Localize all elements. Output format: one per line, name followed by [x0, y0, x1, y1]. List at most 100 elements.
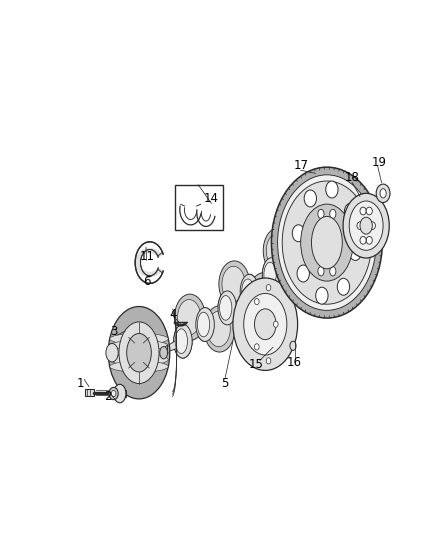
- Ellipse shape: [301, 204, 353, 281]
- Ellipse shape: [266, 233, 290, 269]
- Ellipse shape: [266, 285, 271, 290]
- Ellipse shape: [286, 246, 298, 270]
- Ellipse shape: [219, 294, 233, 322]
- Text: 17: 17: [293, 159, 308, 172]
- Ellipse shape: [108, 306, 170, 399]
- Ellipse shape: [304, 190, 317, 207]
- Ellipse shape: [219, 261, 250, 307]
- Ellipse shape: [233, 278, 298, 370]
- Ellipse shape: [251, 278, 275, 313]
- Ellipse shape: [160, 346, 167, 359]
- Bar: [85, 389, 94, 396]
- Ellipse shape: [285, 244, 299, 272]
- Ellipse shape: [360, 207, 366, 215]
- Ellipse shape: [218, 291, 237, 325]
- Ellipse shape: [290, 341, 296, 350]
- Ellipse shape: [330, 266, 336, 276]
- Ellipse shape: [316, 287, 328, 304]
- Ellipse shape: [242, 279, 254, 304]
- Text: 15: 15: [249, 358, 264, 371]
- Ellipse shape: [111, 391, 116, 397]
- Ellipse shape: [110, 333, 168, 344]
- Ellipse shape: [326, 181, 338, 198]
- Ellipse shape: [360, 237, 366, 244]
- Ellipse shape: [360, 217, 372, 234]
- Ellipse shape: [297, 265, 309, 282]
- Text: 18: 18: [345, 172, 360, 184]
- Text: 19: 19: [372, 156, 387, 169]
- Ellipse shape: [254, 298, 259, 305]
- Text: 5: 5: [222, 377, 229, 390]
- Ellipse shape: [240, 274, 259, 308]
- Ellipse shape: [273, 321, 278, 327]
- Ellipse shape: [173, 324, 192, 358]
- Ellipse shape: [369, 222, 375, 230]
- Ellipse shape: [222, 266, 245, 302]
- Ellipse shape: [278, 175, 376, 310]
- Ellipse shape: [285, 241, 303, 275]
- Ellipse shape: [106, 343, 118, 362]
- Ellipse shape: [336, 238, 342, 247]
- Ellipse shape: [344, 203, 357, 220]
- Ellipse shape: [218, 291, 237, 325]
- Ellipse shape: [297, 232, 315, 265]
- Ellipse shape: [174, 327, 188, 355]
- Ellipse shape: [376, 184, 390, 203]
- Polygon shape: [167, 337, 185, 352]
- Ellipse shape: [174, 294, 205, 341]
- Text: 11: 11: [139, 250, 154, 263]
- Ellipse shape: [366, 207, 372, 215]
- Ellipse shape: [240, 274, 259, 308]
- Ellipse shape: [263, 261, 277, 288]
- Ellipse shape: [312, 238, 318, 247]
- Ellipse shape: [110, 347, 168, 358]
- Text: 14: 14: [204, 192, 219, 205]
- Ellipse shape: [330, 209, 336, 219]
- Text: 6: 6: [143, 274, 151, 288]
- Polygon shape: [164, 345, 167, 357]
- Ellipse shape: [337, 278, 350, 295]
- Ellipse shape: [285, 241, 303, 275]
- Ellipse shape: [343, 193, 389, 258]
- Ellipse shape: [109, 387, 118, 400]
- Text: 16: 16: [287, 356, 302, 369]
- Ellipse shape: [197, 311, 211, 338]
- Ellipse shape: [262, 257, 281, 292]
- Ellipse shape: [204, 306, 235, 352]
- Ellipse shape: [177, 300, 201, 335]
- Ellipse shape: [119, 322, 159, 384]
- Ellipse shape: [366, 237, 372, 244]
- Ellipse shape: [219, 296, 232, 320]
- Ellipse shape: [207, 311, 230, 346]
- Ellipse shape: [254, 309, 276, 340]
- Ellipse shape: [241, 277, 255, 305]
- Ellipse shape: [266, 358, 271, 364]
- Ellipse shape: [254, 344, 259, 350]
- Bar: [175, 185, 223, 230]
- Ellipse shape: [196, 308, 214, 342]
- Ellipse shape: [196, 308, 214, 342]
- Text: 2: 2: [104, 390, 112, 403]
- Ellipse shape: [173, 324, 192, 358]
- Ellipse shape: [113, 384, 126, 403]
- Ellipse shape: [110, 354, 168, 365]
- Ellipse shape: [380, 189, 386, 198]
- Ellipse shape: [282, 181, 371, 304]
- Ellipse shape: [263, 228, 294, 274]
- Polygon shape: [113, 390, 126, 398]
- Ellipse shape: [272, 167, 382, 318]
- Ellipse shape: [244, 294, 287, 355]
- Ellipse shape: [248, 272, 279, 319]
- Text: 3: 3: [110, 325, 117, 337]
- Ellipse shape: [262, 257, 281, 292]
- Ellipse shape: [264, 262, 276, 287]
- Ellipse shape: [318, 209, 324, 219]
- Ellipse shape: [298, 237, 311, 261]
- Ellipse shape: [297, 232, 315, 265]
- Text: 1: 1: [77, 377, 84, 390]
- Polygon shape: [177, 245, 312, 345]
- Ellipse shape: [357, 222, 363, 230]
- Wedge shape: [135, 248, 162, 277]
- Ellipse shape: [198, 312, 210, 337]
- Ellipse shape: [311, 216, 342, 269]
